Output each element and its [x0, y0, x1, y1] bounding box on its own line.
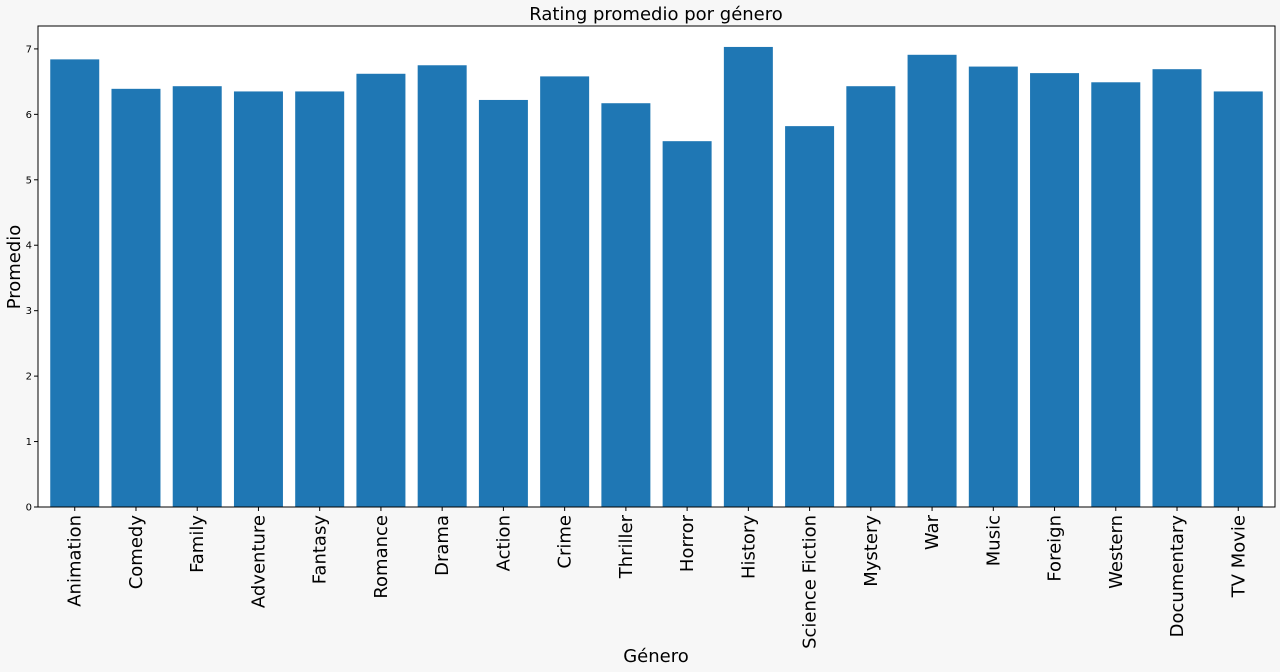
x-tick-label: Romance: [371, 515, 392, 599]
bar-western: [1091, 82, 1141, 507]
y-tick-label: 5: [26, 175, 32, 186]
y-tick-label: 3: [26, 306, 32, 317]
chart-title: Rating promedio por género: [529, 4, 783, 25]
bar-action: [478, 99, 528, 508]
x-tick-label: Crime: [555, 515, 576, 569]
plot-area: [38, 26, 1275, 507]
x-axis-ticks: Animation Comedy Family Adventure Fantasy Rom…: [65, 507, 1249, 649]
x-tick-label: Mystery: [861, 515, 882, 587]
x-tick-label: Music: [983, 515, 1004, 566]
plot-frame: [37, 25, 1276, 508]
bar-adventure: [233, 91, 283, 508]
x-tick-label: Comedy: [126, 515, 147, 590]
bar-history: [723, 46, 773, 507]
bar-documentary: [1152, 69, 1202, 507]
y-axis-ticks: 0 1 2 3 4 5 6 7: [26, 44, 38, 514]
y-tick-label: 6: [26, 110, 32, 121]
x-tick-label: War: [922, 514, 943, 550]
x-tick-label: Foreign: [1045, 515, 1066, 582]
y-tick-label: 0: [26, 503, 32, 514]
bar-fantasy: [295, 91, 345, 508]
x-tick-label: Horror: [677, 514, 698, 572]
bar-music: [968, 66, 1018, 507]
bar-comedy: [111, 88, 161, 507]
x-tick-label: Thriller: [616, 514, 637, 579]
bar-family: [172, 86, 222, 508]
x-tick-label: Fantasy: [310, 515, 331, 585]
x-tick-label: Science Fiction: [800, 515, 821, 649]
x-tick-label: Drama: [432, 515, 453, 576]
x-tick-label: TV Movie: [1228, 515, 1249, 598]
x-tick-label: Documentary: [1167, 515, 1188, 638]
bar-war: [907, 54, 957, 508]
bar-drama: [417, 65, 467, 507]
bar-animation: [50, 59, 100, 507]
y-tick-label: 1: [26, 437, 32, 448]
x-tick-label: Animation: [65, 515, 86, 607]
x-tick-label: Western: [1106, 515, 1127, 589]
y-tick-label: 7: [26, 44, 32, 55]
bar-thriller: [601, 103, 651, 507]
x-tick-label: Adventure: [248, 515, 269, 608]
bar-horror: [662, 141, 712, 508]
bar-tv-movie: [1213, 91, 1263, 508]
x-tick-label: History: [738, 515, 759, 579]
bar-foreign: [1030, 73, 1080, 507]
x-tick-label: Action: [493, 515, 514, 571]
x-axis-label: Género: [623, 646, 689, 667]
bars-group: [50, 46, 1263, 508]
bar-romance: [356, 73, 406, 507]
bar-science-fiction: [785, 126, 835, 508]
x-tick-label: Family: [187, 515, 208, 573]
y-tick-label: 2: [26, 372, 32, 383]
y-axis-label: Promedio: [4, 225, 25, 310]
y-tick-label: 4: [26, 241, 32, 252]
bar-mystery: [846, 86, 896, 508]
bar-crime: [540, 76, 590, 507]
